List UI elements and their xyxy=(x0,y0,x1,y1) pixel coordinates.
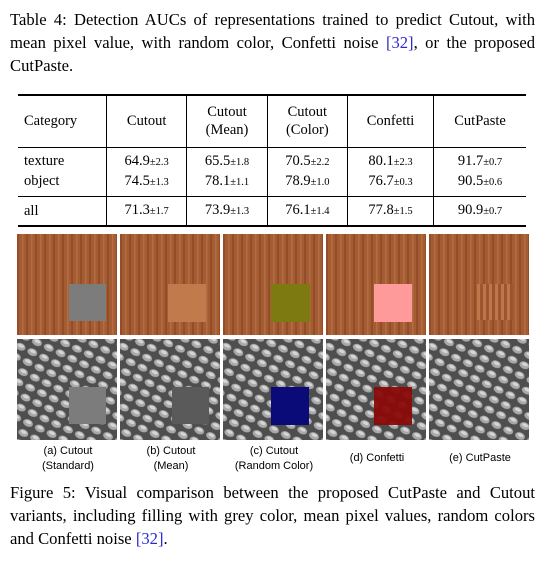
table-cell: 71.3±1.7 xyxy=(106,196,188,227)
table-row-all: all 71.3±1.7 73.9±1.3 76.1±1.4 77.8±1.5 … xyxy=(18,196,526,227)
subcaption-e: (e) CutPaste xyxy=(449,452,511,464)
header-cutout: Cutout xyxy=(106,94,188,148)
figure-image-grid xyxy=(17,234,529,440)
mean-patch xyxy=(168,284,206,322)
table-cell: 76.7±0.3 xyxy=(347,171,435,197)
grid-tile-cutout-standard xyxy=(17,339,117,440)
row-label: all xyxy=(18,196,107,227)
citation-link[interactable]: [32] xyxy=(135,529,164,548)
table-cell: 78.9±1.0 xyxy=(267,171,348,197)
table-cell: 70.5±2.2 xyxy=(267,147,348,172)
header-category: Category xyxy=(18,94,107,148)
figure-caption: Figure 5: Visual comparison between the … xyxy=(10,483,535,548)
table-cell: 80.1±2.3 xyxy=(347,147,435,172)
confetti-patch xyxy=(374,387,412,425)
grid-tile-cutout-mean xyxy=(120,339,220,440)
table-cell: 78.1±1.1 xyxy=(186,171,268,197)
table-cell: 65.5±1.8 xyxy=(186,147,268,172)
random-color-patch xyxy=(271,284,310,322)
subcaption-c: (c) Cutout (Random Color) xyxy=(234,445,314,472)
wood-tile-confetti xyxy=(326,234,426,335)
grid-tile-cutout-random-color xyxy=(223,339,323,440)
mean-patch xyxy=(172,387,209,424)
table-cell: 64.9±2.3 xyxy=(106,147,188,172)
table-caption: Table 4: Detection AUCs of representatio… xyxy=(10,10,536,75)
subcaption-b: (b) Cutout (Mean) xyxy=(146,445,196,472)
table-row-texture: texture 64.9±2.3 65.5±1.8 70.5±2.2 80.1±… xyxy=(18,147,526,172)
results-table: Category Cutout Cutout (Mean) Cutout (Colo… xyxy=(18,94,526,227)
grid-tile-confetti xyxy=(326,339,426,440)
wood-tile-cutpaste xyxy=(429,234,529,335)
table-cell: 91.7±0.7 xyxy=(457,152,503,169)
table-cell: 77.8±1.5 xyxy=(347,196,435,227)
table-row-object: object 74.5±1.3 78.1±1.1 78.9±1.0 76.7±0… xyxy=(18,171,526,197)
table-header-row: Category Cutout Cutout (Mean) Cutout (Colo… xyxy=(18,94,526,148)
table-cell: 73.9±1.3 xyxy=(186,196,268,227)
row-label: object xyxy=(18,171,107,197)
subcaption-a: (a) Cutout (Standard) xyxy=(42,445,94,472)
table-cell: 90.5±0.6 xyxy=(433,171,526,197)
row-label: texture xyxy=(18,147,107,172)
grid-tile-cutpaste xyxy=(429,339,529,440)
random-color-patch xyxy=(271,387,309,425)
table-cell: 90.9±0.7 xyxy=(433,196,526,227)
grey-patch xyxy=(69,284,106,321)
cutpaste-patch xyxy=(477,284,513,320)
subcaption-d: (d) Confetti xyxy=(349,452,405,464)
wood-tile-cutout-random-color xyxy=(223,234,323,335)
header-cutout-mean: Cutout (Mean) xyxy=(186,94,268,148)
header-confetti: Confetti xyxy=(347,94,435,148)
table-cell: 76.1±1.4 xyxy=(267,196,348,227)
confetti-patch xyxy=(374,284,412,322)
header-cutpaste: CutPaste xyxy=(433,94,526,148)
wood-tile-cutout-mean xyxy=(120,234,220,335)
citation-link[interactable]: [32] xyxy=(385,33,414,52)
header-cutout-color: Cutout (Color) xyxy=(267,94,348,148)
figure-subcaptions: (a) Cutout (Standard) (b) Cutout (Mean) (c… xyxy=(17,444,529,474)
grey-patch xyxy=(69,387,106,424)
wood-tile-cutout-standard xyxy=(17,234,117,335)
table-cell: 74.5±1.3 xyxy=(106,171,188,197)
